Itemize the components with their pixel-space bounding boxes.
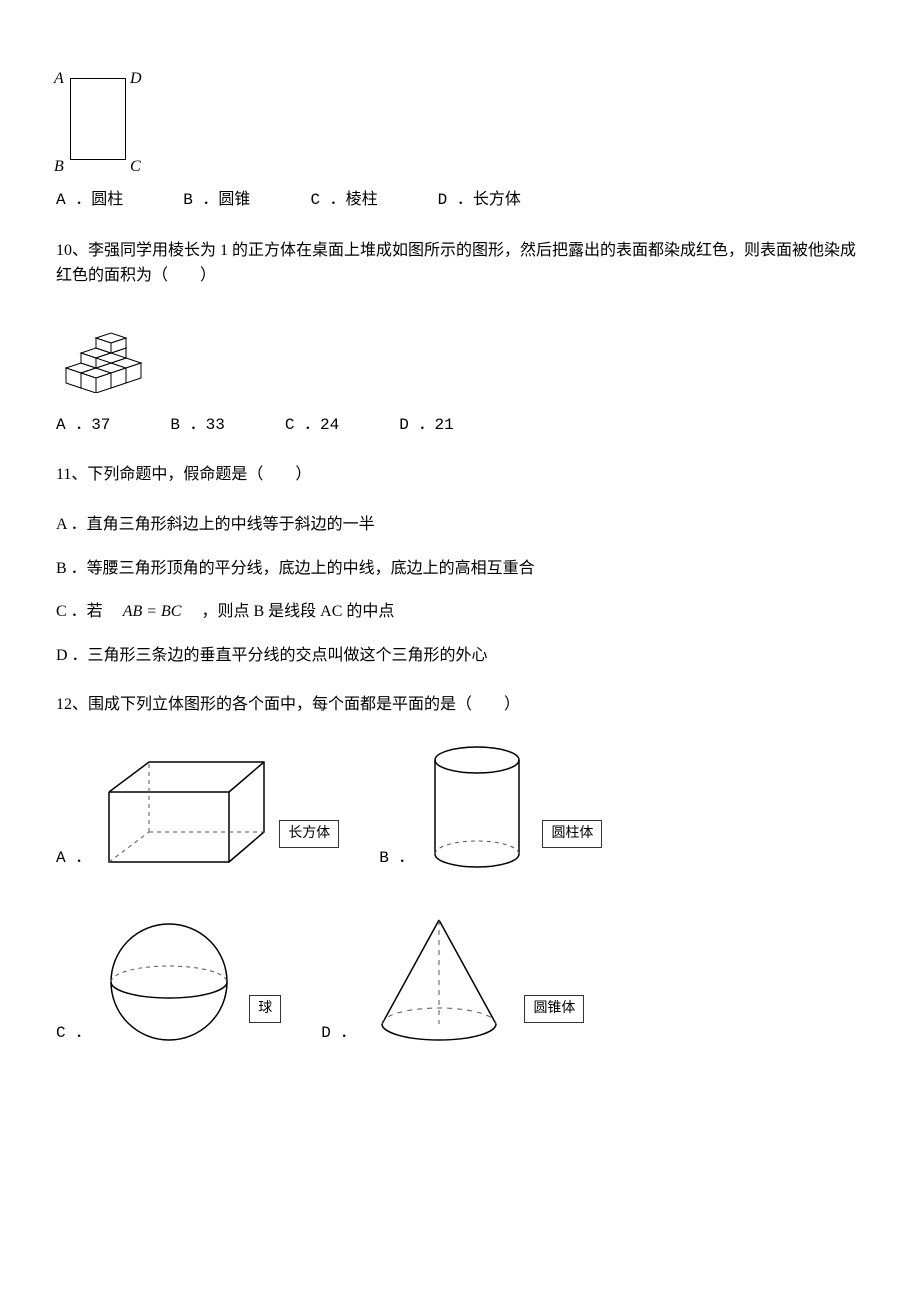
cone-svg (364, 912, 514, 1047)
q9-option-b: B ．圆锥 (183, 188, 250, 214)
cuboid-group: 长方体 (99, 752, 339, 872)
q10-option-b: B ．33 (170, 413, 224, 439)
q12-option-a: A ． 长方体 (56, 752, 339, 872)
q10-option-d: D ．21 (399, 413, 453, 439)
rectangle-abcd: A D B C (56, 70, 142, 168)
cylinder-group: 圆柱体 (422, 742, 602, 872)
q9-options: A ．圆柱 B ．圆锥 C ．棱柱 D ．长方体 (56, 188, 864, 214)
sphere-group: 球 (99, 917, 281, 1047)
q10: 10、李强同学用棱长为 1 的正方体在桌面上堆成如图所示的图形，然后把露出的表面… (56, 238, 864, 289)
q10-option-a: A ．37 (56, 413, 110, 439)
cylinder-label: 圆柱体 (542, 820, 602, 848)
vertex-a: A (54, 66, 64, 92)
q9-option-a: A ．圆柱 (56, 188, 123, 214)
q9-option-d: D ．长方体 (438, 188, 521, 214)
cylinder-svg (422, 742, 532, 872)
q12-option-c: C ． 球 (56, 917, 281, 1047)
cuboid-svg (99, 752, 269, 872)
q12: 12、围成下列立体图形的各个面中，每个面都是平面的是（ ） (56, 692, 864, 718)
vertex-d: D (130, 66, 142, 92)
q12-letter-a: A ． (56, 846, 91, 872)
q12-row1: A ． 长方体 B ． (56, 742, 864, 872)
q10-figure (56, 313, 864, 393)
q12-letter-c: C ． (56, 1021, 91, 1047)
cube-stack-svg (56, 313, 156, 393)
q11-option-c: C ．若 AB = BC ，则点 B 是线段 AC 的中点 (56, 599, 864, 625)
q10-option-c: C ．24 (285, 413, 339, 439)
rect-box (70, 78, 126, 160)
q12-letter-b: B ． (379, 846, 414, 872)
q12-letter-d: D ． (321, 1021, 356, 1047)
cuboid-label: 长方体 (279, 820, 339, 848)
q11: 11、下列命题中，假命题是（ ） (56, 462, 864, 488)
rectangle-abcd-figure: A D B C (56, 70, 864, 168)
q9-option-c: C ．棱柱 (310, 188, 377, 214)
q11-c-prefix: C ．若 (56, 603, 119, 620)
q11-text: 11、下列命题中，假命题是（ ） (56, 462, 864, 488)
q10-options: A ．37 B ．33 C ．24 D ．21 (56, 413, 864, 439)
sphere-svg (99, 917, 239, 1047)
q12-text: 12、围成下列立体图形的各个面中，每个面都是平面的是（ ） (56, 692, 864, 718)
q11-c-suffix: ，则点 B 是线段 AC 的中点 (185, 603, 394, 620)
cone-label: 圆锥体 (524, 995, 584, 1023)
cone-group: 圆锥体 (364, 912, 584, 1047)
vertex-c: C (130, 154, 141, 180)
q12-option-d: D ． 圆锥体 (321, 912, 584, 1047)
vertex-b: B (54, 154, 64, 180)
q12-row2: C ． 球 D ． (56, 912, 864, 1047)
q11-c-math: AB = BC (123, 603, 182, 620)
q11-option-a: A ．直角三角形斜边上的中线等于斜边的一半 (56, 512, 864, 538)
q12-option-b: B ． 圆柱体 (379, 742, 602, 872)
sphere-label: 球 (249, 995, 281, 1023)
q11-option-b: B ．等腰三角形顶角的平分线，底边上的中线，底边上的高相互重合 (56, 556, 864, 582)
q11-option-d: D ．三角形三条边的垂直平分线的交点叫做这个三角形的外心 (56, 643, 864, 669)
q10-text: 10、李强同学用棱长为 1 的正方体在桌面上堆成如图所示的图形，然后把露出的表面… (56, 238, 864, 289)
